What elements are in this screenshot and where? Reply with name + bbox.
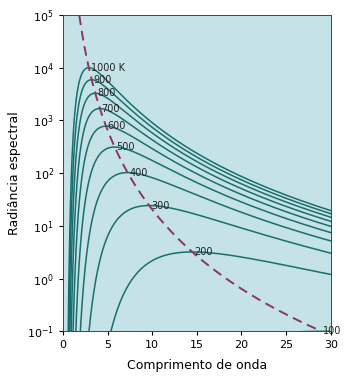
Text: 900: 900 bbox=[93, 75, 112, 85]
X-axis label: Comprimento de onda: Comprimento de onda bbox=[127, 359, 267, 372]
Text: 700: 700 bbox=[102, 103, 120, 114]
Text: 1000 K: 1000 K bbox=[91, 63, 125, 73]
Text: 100: 100 bbox=[323, 326, 342, 336]
Text: 400: 400 bbox=[130, 168, 148, 177]
Text: 200: 200 bbox=[194, 247, 212, 257]
Text: 500: 500 bbox=[117, 142, 135, 152]
Y-axis label: Radiância espectral: Radiância espectral bbox=[8, 111, 21, 235]
Text: 600: 600 bbox=[108, 121, 126, 131]
Text: 800: 800 bbox=[97, 88, 116, 98]
Text: 300: 300 bbox=[151, 201, 169, 211]
